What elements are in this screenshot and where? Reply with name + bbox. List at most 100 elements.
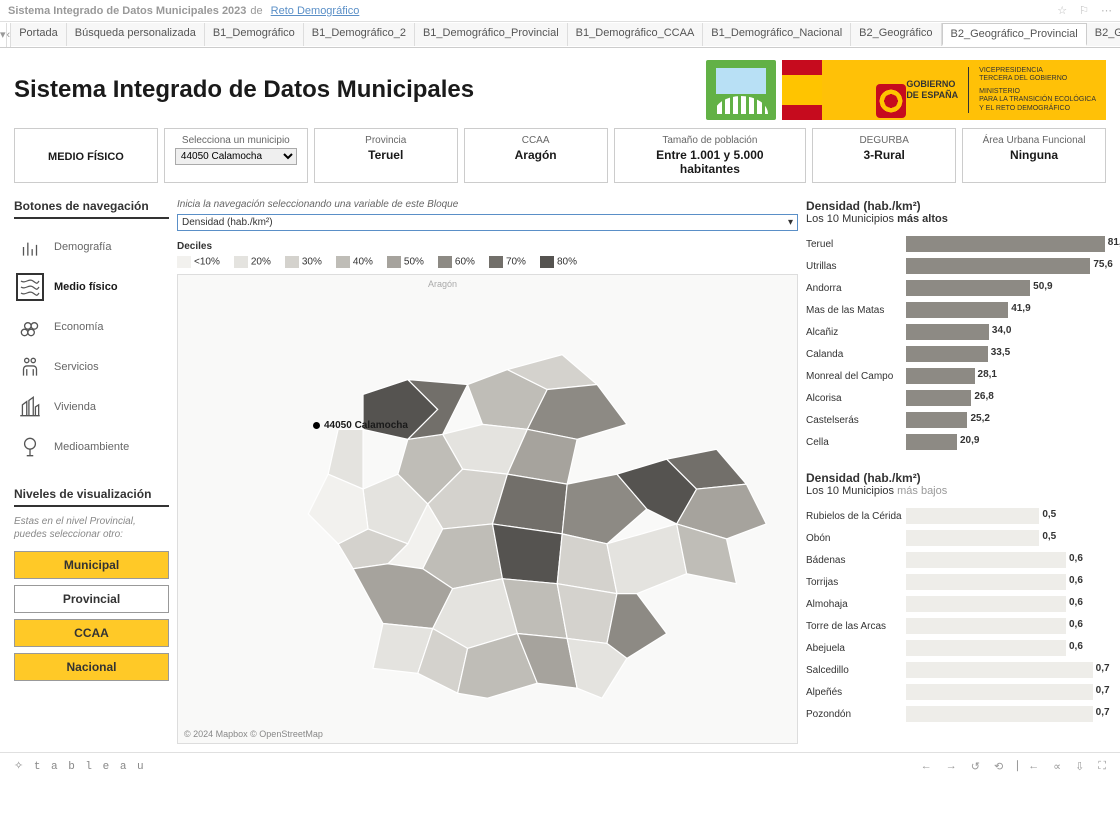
nav-item-medio-f-sico[interactable]: Medio físico [14,267,169,307]
filter-municipio[interactable]: Selecciona un municipio 44050 Calamocha [164,128,308,183]
map-marker-label: 44050 Calamocha [313,420,408,431]
workbook-title: Sistema Integrado de Datos Municipales 2… [8,5,246,17]
footer: ✧ t a b l e a u ← → ↺ ⟲ ⎸← ∝ ⇩ ⛶ [0,752,1120,779]
filter-auf: Área Urbana Funcional Ninguna [962,128,1106,183]
nav-item-servicios[interactable]: Servicios [14,347,169,387]
bar-row[interactable]: Obón0,5 [806,527,1106,549]
nav-item-vivienda[interactable]: Vivienda [14,387,169,427]
bar-row[interactable]: Abejuela0,6 [806,637,1106,659]
servicios-icon [16,353,44,381]
refresh-icon[interactable]: ⟲ [994,760,1003,773]
filter-block-title: MEDIO FÍSICO [14,128,158,183]
topbar-actions: ☆ ⚐ ⋯ [1057,4,1112,17]
bar-row[interactable]: Bádenas0,6 [806,549,1106,571]
fullscreen-icon[interactable]: ⛶ [1098,760,1106,773]
demografía-icon [16,233,44,261]
legend-item: 40% [336,256,373,268]
municipio-select[interactable]: 44050 Calamocha [175,148,297,165]
bar-row[interactable]: Cella20,9 [806,431,1106,453]
medio físico-icon [16,273,44,301]
legend-item: 50% [387,256,424,268]
chart-top10-low: Densidad (hab./km²) Los 10 Municipios má… [806,471,1106,725]
bar-row[interactable]: Calanda33,5 [806,343,1106,365]
tab-b2-geogr-[interactable]: B2_Geográ [1087,23,1120,46]
variable-hint: Inicia la navegación seleccionando una v… [177,199,798,210]
legend-item: <10% [177,256,220,268]
bar-row[interactable]: Castelserás25,2 [806,409,1106,431]
sidebar: Botones de navegación DemografíaMedio fí… [14,199,169,744]
vivienda-icon [16,393,44,421]
tab-b1-demogr-fico[interactable]: B1_Demográfico [205,23,304,46]
bar-row[interactable]: Almohaja0,6 [806,593,1106,615]
header: Sistema Integrado de Datos Municipales G… [0,48,1120,128]
tab-b1-demogr-fico-nacional[interactable]: B1_Demográfico_Nacional [703,23,851,46]
medioambiente-icon [16,433,44,461]
level-btn-nacional[interactable]: Nacional [14,653,169,681]
revert-icon[interactable]: ↺ [971,760,980,773]
nav-item-medioambiente[interactable]: Medioambiente [14,427,169,467]
tab-b2-geogr-fico[interactable]: B2_Geográfico [851,23,941,46]
share-icon[interactable]: ∝ [1053,760,1061,773]
bar-row[interactable]: Andorra50,9 [806,277,1106,299]
logo-reto-demografico [706,60,776,120]
filter-bar: MEDIO FÍSICO Selecciona un municipio 440… [0,128,1120,191]
top-bar: Sistema Integrado de Datos Municipales 2… [0,0,1120,22]
bar-row[interactable]: Monreal del Campo28,1 [806,365,1106,387]
bar-row[interactable]: Alcorisa26,8 [806,387,1106,409]
map-attribution: © 2024 Mapbox © OpenStreetMap [184,729,323,739]
nav-item-econom-a[interactable]: Economía [14,307,169,347]
levels-heading: Niveles de visualización [14,487,169,507]
toolbar: ← → ↺ ⟲ ⎸← ∝ ⇩ ⛶ [921,760,1106,773]
bar-row[interactable]: Salcedillo0,7 [806,659,1106,681]
nav-heading: Botones de navegación [14,199,169,219]
map-legend: Deciles <10%20%30%40%50%60%70%80% [177,241,798,268]
logo-gobierno-espana: GOBIERNO DE ESPAÑA VICEPRESIDENCIA TERCE… [782,60,1106,120]
level-btn-ccaa[interactable]: CCAA [14,619,169,647]
filter-provincia: Provincia Teruel [314,128,458,183]
undo-icon[interactable]: ← [921,760,932,773]
sheet-tabs: ▾ ‹ PortadaBúsqueda personalizadaB1_Demo… [0,22,1120,48]
tab-b-squeda-personalizada[interactable]: Búsqueda personalizada [67,23,205,46]
level-btn-municipal[interactable]: Municipal [14,551,169,579]
tab-portada[interactable]: Portada [11,23,67,46]
tab-b1-demogr-fico-2[interactable]: B1_Demográfico_2 [304,23,415,46]
page-title: Sistema Integrado de Datos Municipales [14,76,474,104]
download-icon[interactable]: ⇩ [1075,760,1084,773]
bar-row[interactable]: Alcañiz34,0 [806,321,1106,343]
pause-icon[interactable]: ⎸← [1017,760,1039,773]
nav-item-demograf-a[interactable]: Demografía [14,227,169,267]
map-region-label: Aragón [428,279,457,289]
variable-select[interactable]: Densidad (hab./km²) ▾ [177,214,798,231]
legend-item: 70% [489,256,526,268]
right-panel: Densidad (hab./km²) Los 10 Municipios má… [806,199,1106,744]
author-link[interactable]: Reto Demográfico [271,5,360,17]
legend-item: 60% [438,256,475,268]
redo-icon[interactable]: → [946,760,957,773]
bar-row[interactable]: Mas de las Matas41,9 [806,299,1106,321]
levels-note: Estas en el nivel Provincial, puedes sel… [14,515,169,541]
tableau-logo[interactable]: ✧ t a b l e a u [14,759,146,773]
legend-item: 20% [234,256,271,268]
filter-poblacion: Tamaño de población Entre 1.001 y 5.000 … [614,128,807,183]
legend-item: 30% [285,256,322,268]
filter-degurba: DEGURBA 3-Rural [812,128,956,183]
star-icon[interactable]: ☆ [1057,4,1067,17]
center-panel: Inicia la navegación seleccionando una v… [177,199,798,744]
chart-top10-high: Densidad (hab./km²) Los 10 Municipios má… [806,199,1106,453]
tab-b1-demogr-fico-provincial[interactable]: B1_Demográfico_Provincial [415,23,568,46]
level-btn-provincial[interactable]: Provincial [14,585,169,613]
bar-row[interactable]: Teruel81,5 [806,233,1106,255]
tab-b1-demogr-fico-ccaa[interactable]: B1_Demográfico_CCAA [568,23,704,46]
bar-row[interactable]: Torrijas0,6 [806,571,1106,593]
bar-row[interactable]: Utrillas75,6 [806,255,1106,277]
tab-b2-geogr-fico-provincial[interactable]: B2_Geográfico_Provincial [942,23,1087,46]
bar-row[interactable]: Alpeñés0,7 [806,681,1106,703]
economía-icon [16,313,44,341]
bar-row[interactable]: Rubielos de la Cérida0,5 [806,505,1106,527]
more-icon[interactable]: ⋯ [1101,4,1112,17]
bar-row[interactable]: Torre de las Arcas0,6 [806,615,1106,637]
bookmark-icon[interactable]: ⚐ [1079,4,1089,17]
choropleth-map[interactable]: Aragón 44050 Calamocha © 2024 Mapbox © O… [177,274,798,744]
chevron-down-icon: ▾ [788,217,793,228]
bar-row[interactable]: Pozondón0,7 [806,703,1106,725]
